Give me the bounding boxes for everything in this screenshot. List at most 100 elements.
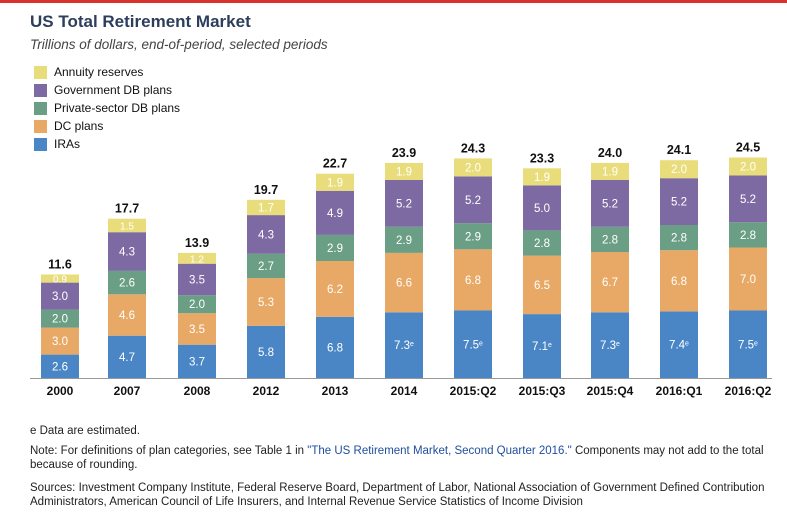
bar-segment-annuity-reserves [41,274,79,283]
data-label: 2.9 [396,235,412,247]
bar-segment-dc-plans [454,249,492,311]
bar-segment-dc-plans [385,252,423,313]
data-label: 5.2 [602,198,618,210]
chart-title: US Total Retirement Market [30,12,251,31]
bar-segment-government-db-plans [729,175,767,223]
bar-segment-private-sector-db-plans [108,270,146,295]
total-label: 22.7 [323,157,347,171]
data-label: 1.5 [120,221,134,232]
x-tick-label: 2014 [391,384,418,398]
data-label: 7.4e [669,340,689,352]
bar-segment-dc-plans [247,278,285,326]
legend-item-private-sector-db-plans: Private-sector DB plans [34,99,180,117]
total-label: 24.0 [598,146,622,160]
x-tick-label: 2008 [184,384,211,398]
bar-segment-iras [385,312,423,378]
bar-segment-private-sector-db-plans [385,226,423,253]
data-label: 7.0 [740,274,756,286]
legend-item-dc-plans: DC plans [34,117,180,135]
total-label: 13.9 [185,236,209,250]
bar-segment-government-db-plans [454,176,492,224]
data-label: 6.8 [327,342,343,354]
bar-segment-dc-plans [523,255,561,315]
bar-segment-iras [178,344,216,378]
bar-segment-annuity-reserves [729,157,767,176]
bar-segment-government-db-plans [108,232,146,271]
note-text: Note: For definitions of plan categories… [30,445,305,457]
data-label: 2.8 [602,234,618,246]
bar-segment-annuity-reserves [523,168,561,186]
data-label: 1.2 [190,254,204,265]
x-tick-label: 2016:Q1 [656,384,703,398]
total-label: 24.5 [736,141,760,155]
data-label: 6.6 [396,278,412,290]
data-label: 3.0 [52,291,68,303]
data-label: 2.0 [189,299,205,311]
data-label: 5.0 [534,203,550,215]
bar-segment-private-sector-db-plans [178,295,216,314]
bar-segment-annuity-reserves [316,173,354,191]
bar-segment-government-db-plans [41,282,79,310]
bar-segment-dc-plans [660,250,698,312]
data-label: 3.0 [52,336,68,348]
bar-segment-iras [591,312,629,378]
data-label: 6.8 [671,276,687,288]
bar-segment-dc-plans [178,313,216,345]
data-label: 4.9 [327,208,343,220]
bar-segment-dc-plans [729,247,767,311]
data-label: 7.1e [532,341,552,353]
data-label: 2.9 [465,231,481,243]
data-label: 3.5 [189,324,205,336]
data-label: 1.9 [327,177,343,189]
estimate-footnote: e Data are estimated. [30,425,140,437]
bar-segment-private-sector-db-plans [523,230,561,256]
x-tick-label: 2015:Q4 [587,384,634,398]
data-label: 4.3 [119,247,135,259]
data-label: 2.8 [534,238,550,250]
data-label: 4.6 [119,310,135,322]
legend-swatch [34,65,47,79]
x-tick-label: 2015:Q2 [450,384,497,398]
data-label: 3.7 [189,356,205,368]
bar-segment-private-sector-db-plans [729,222,767,248]
data-label: 6.2 [327,284,343,296]
bar-segment-private-sector-db-plans [454,223,492,250]
x-tick-label: 2016:Q2 [725,384,772,398]
data-label: 7.5e [463,339,483,351]
legend-item-government-db-plans: Government DB plans [34,81,180,99]
bar-segment-dc-plans [591,252,629,313]
note-footnote: Note: For definitions of plan categories… [30,444,765,472]
legend-label: Annuity reserves [54,65,144,79]
total-label: 23.9 [392,146,416,160]
data-label: 1.9 [396,166,412,178]
data-label: 2.0 [671,164,687,176]
bar-segment-annuity-reserves [108,218,146,233]
data-label: 2.0 [52,314,68,326]
bar-segment-government-db-plans [385,180,423,227]
bar-segment-dc-plans [41,327,79,355]
x-tick-label: 2012 [253,384,280,398]
legend-swatch [34,101,47,115]
bar-segment-dc-plans [108,294,146,336]
bar-segment-annuity-reserves [247,199,285,216]
data-label: 2.6 [52,361,68,373]
bar-segment-annuity-reserves [660,160,698,179]
total-label: 24.3 [461,141,485,155]
data-label: 2.0 [740,162,756,174]
data-label: 2.0 [465,162,481,174]
data-label: 7.5e [738,339,758,351]
data-label: 7.3e [394,340,414,352]
data-label: 2.8 [740,230,756,242]
data-label: 2.9 [327,243,343,255]
bar-segment-government-db-plans [660,178,698,225]
data-label: 5.8 [258,347,274,359]
data-label: 5.2 [740,194,756,206]
legend-item-annuity-reserves: Annuity reserves [34,63,180,81]
legend-swatch [34,119,47,133]
bar-segment-iras [41,354,79,378]
report-link[interactable]: "The US Retirement Market, Second Quarte… [307,445,572,457]
data-label: 7.3e [600,340,620,352]
total-label: 19.7 [254,183,278,197]
